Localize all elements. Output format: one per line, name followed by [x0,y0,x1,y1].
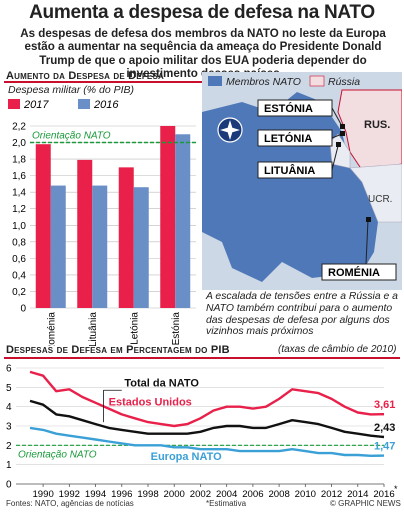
section-rule-middle [4,357,400,359]
bar-category-label: Roménia [46,312,57,346]
bar-2016-Estónia [175,134,191,308]
line-x-tick: 1994 [85,489,107,500]
line-x-tick: 1996 [111,489,132,500]
bar-y-tick: 0,4 [12,270,26,281]
bar-y-tick: 2,2 [12,122,26,133]
map-label-romania-box: ROMÉNIA [321,217,397,281]
legend-2017-label: 2017 [23,99,49,111]
nato-guideline-label: Orientação NATO [32,131,111,142]
bar-y-tick: 0,6 [12,254,26,265]
bar-chart: 2017 2016 0 0,2 0,4 0,6 0,8 1,0 1,2 1,4 1,6 1,8 2,… [8,99,196,346]
line-y-tick: 4 [6,402,12,413]
nato-guideline-label: Orientação NATO [18,449,97,460]
bar-y-tick: 1,2 [12,204,26,215]
line-x-tick: 1998 [137,489,158,500]
series-end-value: 3,61 [374,399,395,411]
russia-region [337,89,402,171]
line-y-tick: 0 [6,480,12,491]
line-x-tick: 2010 [295,489,316,500]
line-x-tick: 1992 [59,489,80,500]
bar-y-tick: 1,8 [12,155,26,166]
line-x-tick: 2014 [347,489,369,500]
bar-y-tick: 1,6 [12,171,26,182]
bar-category-label: Letónia [129,312,140,345]
series-label: Estados Unidos [109,397,192,409]
line-x-tick: 2000 [164,489,185,500]
legend-2016-swatch [78,99,90,109]
map-label-latvia-box: LETÓNIA [257,129,345,147]
line-x-tick: 2008 [268,489,289,500]
map-label-romania: ROMÉNIA [328,266,380,279]
page-title: Aumenta a despesa de defesa na NATO [29,2,375,23]
line-x-tick: 2006 [242,489,263,500]
bar-y-tick: 0 [20,304,26,315]
map-label-lithuania-box: LITUÂNIA [257,142,341,179]
bar-section-subtitle: Despesa militar (% do PIB) [8,84,135,96]
map-label-lithuania: LITUÂNIA [264,164,315,177]
series-label: Europa NATO [151,451,223,463]
map-legend-nato-swatch [208,76,222,86]
map-label-ukraine: UCR. [368,194,392,205]
bar-y-tick: 1,0 [12,221,26,232]
line-x-tick: 1990 [32,489,53,500]
line-section-subtitle: (taxas de câmbio de 2010) [278,344,397,355]
series-line-Total da NATO [29,399,385,439]
map-legend-russia: Rússia [328,76,360,88]
series-end-value: 1,47 [374,441,395,453]
footer-note: *Estimativa [206,499,247,508]
line-x-tick: 2004 [216,489,238,500]
line-x-tick: 2016 [373,489,394,500]
map-label-latvia: LETÓNIA [264,132,312,145]
line-chart: 0 1 2 3 4 5 6 Orientação NATO Estados Unidos 3,… [6,364,398,501]
bar-category-label: Lituânia [88,312,99,346]
bar-y-tick: 1,4 [12,188,26,199]
ukraine-region [349,163,402,223]
line-section-title: Despesas de Defesa em Percentagem do PIB [6,344,230,356]
map-legend-nato: Membros NATO [226,76,301,88]
line-y-tick: 2 [6,441,12,452]
line-y-tick: 1 [6,460,12,471]
footer-credit: © GRAPHIC NEWS [330,499,401,508]
line-y-tick: 5 [6,383,12,394]
legend-2016-label: 2016 [93,99,119,111]
map-label-russia: RUS. [364,119,390,131]
line-y-tick: 3 [6,422,12,433]
line-x-tick: 2002 [190,489,211,500]
series-label: Total da NATO [124,377,199,389]
bar-2017-Roménia [35,144,51,308]
series-line-Europa NATO [29,426,385,458]
map-caption: A escalada de tensões entre a Rússia e a… [206,291,398,338]
legend-2017-swatch [8,99,20,109]
footer-sources: Fontes: NATO, agências de notícias [6,499,134,508]
bar-2017-Estónia [160,126,176,308]
bar-2016-Lituânia [92,185,108,308]
map-legend-russia-swatch [309,75,325,87]
europe-map: Membros NATO Rússia RUS. UCR. ESTÓNIA LE… [202,72,402,290]
series-end-value: 2,43 [374,422,395,434]
line-x-tick: 2012 [321,489,342,500]
bar-section-title: Aumento da Despesa de Defesa [6,70,164,82]
bar-y-tick: 2,0 [12,138,26,149]
bar-y-tick: 0,2 [12,287,26,298]
estimate-marker: * [394,484,398,494]
bar-y-tick: 0,8 [12,237,26,248]
map-label-estonia-box: ESTÓNIA [257,99,345,129]
bar-category-label: Estónia [171,312,182,346]
map-label-estonia: ESTÓNIA [264,102,313,115]
bar-2017-Lituânia [77,159,93,308]
series-line-Estados Unidos [29,370,385,428]
line-y-tick: 6 [6,364,12,375]
bar-2016-Letónia [133,187,149,308]
bar-2017-Letónia [118,167,134,308]
bar-2016-Roménia [50,185,66,308]
